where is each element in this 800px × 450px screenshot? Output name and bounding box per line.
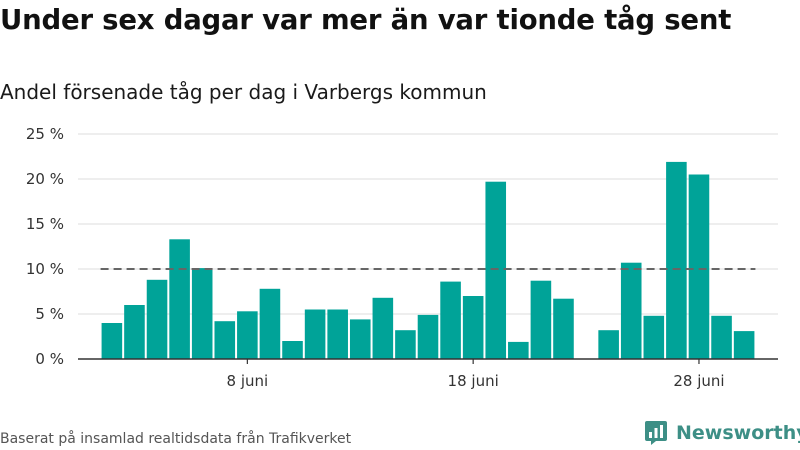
bar	[237, 311, 258, 359]
y-tick-label: 10 %	[26, 260, 64, 278]
y-tick-label: 25 %	[26, 125, 64, 143]
y-tick-label: 15 %	[26, 215, 64, 233]
chart-subtitle: Andel försenade tåg per dag i Varbergs k…	[0, 80, 487, 104]
bar	[395, 330, 416, 359]
y-tick-label: 0 %	[35, 350, 64, 368]
bar	[440, 281, 461, 359]
bar	[304, 309, 326, 359]
bar-series	[101, 161, 755, 359]
x-axis: 8 juni 18 juni 28 juni	[78, 358, 778, 390]
bar	[101, 323, 123, 359]
brand-logo: Newsworthy	[644, 420, 800, 446]
bar	[643, 315, 665, 359]
bar-chart: 0 % 5 % 10 % 15 % 20 % 25 % 8 juni 18 juni 28 j…	[26, 125, 778, 390]
bar	[259, 288, 281, 359]
bar	[349, 319, 371, 359]
y-tick-label: 5 %	[35, 305, 64, 323]
bar	[282, 341, 303, 359]
brand-name: Newsworthy	[676, 422, 800, 444]
bar	[733, 331, 755, 359]
bar	[620, 262, 642, 359]
bar	[417, 314, 439, 359]
chart-title: Under sex dagar var mer än var tionde tå…	[0, 4, 732, 36]
bar	[598, 330, 619, 359]
bar	[530, 280, 552, 359]
bar	[508, 341, 529, 359]
bar	[666, 161, 687, 359]
bar	[711, 315, 732, 359]
x-tick-label: 8 juni	[227, 372, 269, 390]
y-axis-ticks: 0 % 5 % 10 % 15 % 20 % 25 %	[26, 125, 64, 368]
bar	[146, 279, 168, 359]
bar	[124, 305, 145, 359]
source-note: Baserat på insamlad realtidsdata från Tr…	[0, 431, 352, 447]
newsworthy-logo-icon	[645, 421, 667, 445]
y-tick-label: 20 %	[26, 170, 64, 188]
bar	[169, 239, 190, 359]
bar	[688, 174, 710, 359]
bar	[372, 297, 394, 359]
bar	[327, 309, 348, 359]
x-tick-label: 28 juni	[673, 372, 724, 390]
bar	[191, 268, 213, 359]
bar	[553, 298, 574, 359]
bar	[485, 181, 507, 359]
bar	[214, 321, 236, 359]
bar	[462, 296, 484, 359]
x-tick-label: 18 juni	[448, 372, 499, 390]
